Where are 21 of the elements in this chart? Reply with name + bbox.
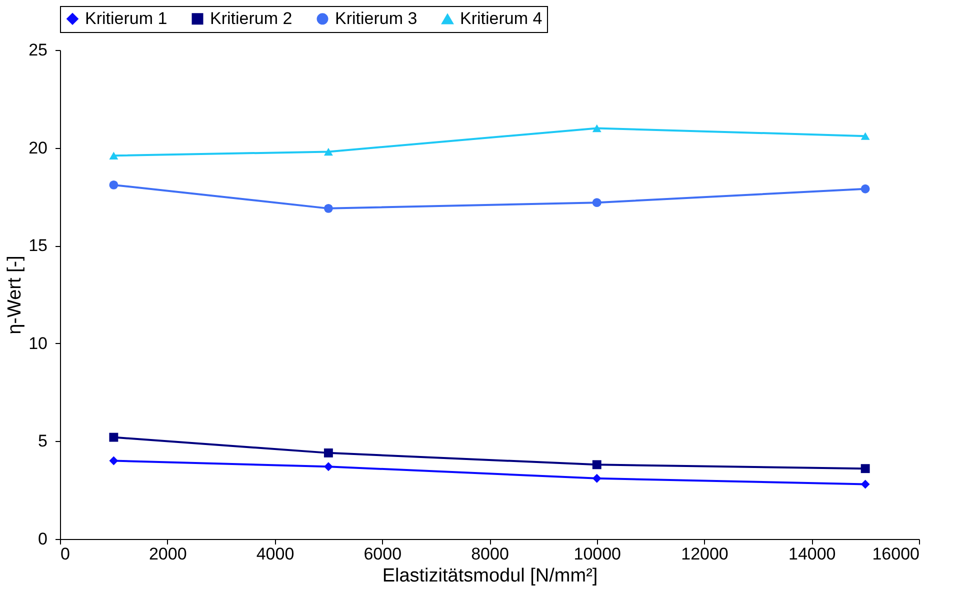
legend-label: Kritierum 4 xyxy=(460,9,542,28)
x-tick-label: 0 xyxy=(60,544,70,564)
x-tick-label: 8000 xyxy=(471,544,509,564)
x-axis-title: Elastizitätsmodul [N/mm²] xyxy=(382,566,598,586)
x-tick-label: 10000 xyxy=(574,544,622,564)
y-tick-label: 0 xyxy=(38,530,48,548)
legend-label: Kritierum 1 xyxy=(85,8,168,28)
y-tick-label: 25 xyxy=(28,40,48,60)
y-tick-label: 10 xyxy=(28,334,48,353)
x-tick-label: 16000 xyxy=(872,544,920,564)
x-tick-label: 6000 xyxy=(364,544,402,564)
y-tick-label: 15 xyxy=(28,236,48,256)
legend-label: Kritierum 2 xyxy=(210,8,292,28)
x-tick-label: 14000 xyxy=(788,544,836,564)
x-tick-label: 4000 xyxy=(256,544,294,564)
y-tick-label: 5 xyxy=(38,432,48,451)
x-tick-label: 12000 xyxy=(681,544,728,564)
y-axis-title: η-Wert [-] xyxy=(4,256,26,334)
y-tick-label: 20 xyxy=(28,138,48,158)
x-tick-label: 2000 xyxy=(148,544,187,564)
legend-label: Kritierum 3 xyxy=(335,8,418,28)
